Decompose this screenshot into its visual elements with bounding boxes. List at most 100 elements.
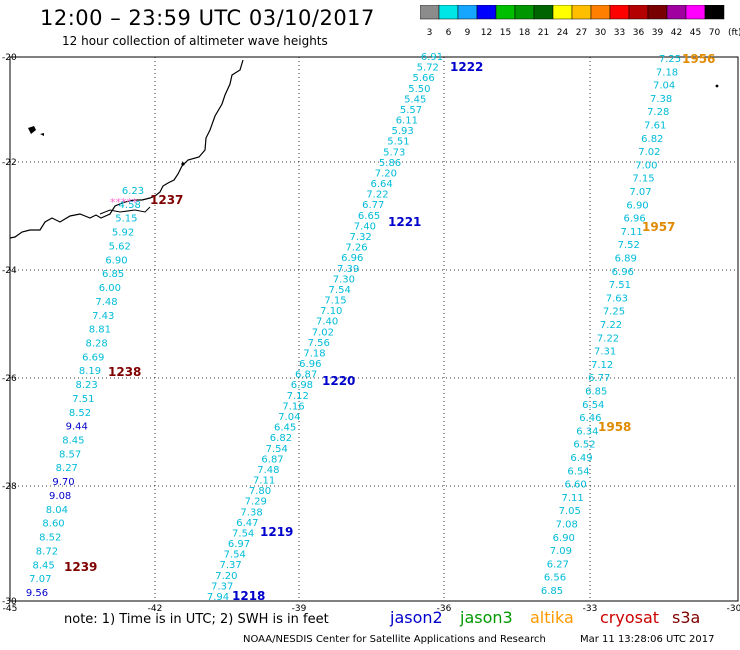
pass-time-label: 1956 (682, 52, 715, 66)
wave-height-value: 7.20 (375, 168, 397, 179)
coastline-bay (99, 206, 151, 215)
legend-tick-label: 3 (427, 28, 433, 38)
legend-tick-label: 9 (465, 28, 471, 38)
wave-height-value: 6.96 (341, 253, 363, 264)
wave-height-value: 7.25 (603, 307, 625, 318)
wave-height-value: 7.22 (600, 320, 622, 331)
wave-height-value: 7.39 (337, 264, 359, 275)
lon-tick-label: -42 (148, 604, 163, 614)
wave-height-value: 7.51 (72, 394, 94, 405)
wave-height-value: 6.56 (544, 573, 566, 584)
wave-height-value: 7.43 (92, 311, 114, 322)
pass-time-label: 1219 (260, 525, 293, 539)
legend-tick-label: 21 (538, 28, 549, 38)
wave-height-value: 5.51 (387, 137, 409, 148)
wave-height-value: 7.00 (635, 160, 657, 171)
wave-height-value: 7.54 (232, 528, 254, 539)
wave-height-value: 7.02 (638, 147, 660, 158)
wave-height-value: 6.96 (299, 359, 321, 370)
wave-height-value: 7.52 (618, 240, 640, 251)
wave-height-value: 7.80 (249, 486, 271, 497)
legend-unit: (ft) (728, 28, 740, 38)
wave-height-value: 7.15 (632, 174, 654, 185)
wave-height-value: 5.73 (383, 147, 405, 158)
wave-height-value: 7.54 (224, 550, 246, 561)
wave-height-value: 5.57 (400, 105, 422, 116)
wave-height-value: 7.48 (95, 297, 117, 308)
wave-height-value: 8.23 (76, 380, 98, 391)
wave-height-value: 6.91 (421, 52, 443, 63)
wave-height-value: 6.97 (228, 539, 250, 550)
wave-height-value: 6.82 (270, 433, 292, 444)
wave-height-value: 4.58 (119, 200, 141, 211)
satellite-name: altika (530, 608, 574, 627)
wave-height-value: 7.29 (245, 497, 267, 508)
satellite-name: s3a (672, 608, 701, 627)
wave-height-value: 8.28 (85, 338, 107, 349)
island (40, 133, 44, 136)
wave-height-value: 7.08 (556, 520, 578, 531)
legend-tick-label: 42 (671, 28, 682, 38)
wave-height-value: 7.07 (629, 187, 651, 198)
marker-stars: ***** (110, 196, 138, 209)
wave-height-value: 7.48 (257, 465, 279, 476)
lat-tick-label: -20 (2, 53, 17, 63)
wave-height-value: 8.60 (42, 519, 64, 530)
legend-tick-label: 30 (595, 28, 607, 38)
coastline (9, 59, 244, 239)
wave-height-value: 9.70 (52, 477, 74, 488)
wave-height-value: 7.10 (320, 306, 342, 317)
pass-time-label: 1238 (108, 365, 141, 379)
wave-height-value: 9.44 (66, 422, 88, 433)
wave-height-value: 8.72 (36, 546, 58, 557)
wave-height-value: 6.34 (576, 426, 598, 437)
legend-tick-label: 12 (481, 28, 492, 38)
wave-height-value: 9.08 (49, 491, 71, 502)
legend-tick-label: 27 (576, 28, 587, 38)
wave-height-value: 7.54 (329, 285, 351, 296)
wave-height-value: 7.30 (333, 274, 355, 285)
wave-height-value: 7.16 (282, 401, 304, 412)
wave-height-value: 6.11 (396, 116, 418, 127)
wave-height-value: 5.86 (379, 158, 401, 169)
lat-tick-label: -26 (2, 374, 17, 384)
wave-height-value: 6.27 (547, 559, 569, 570)
wave-height-value: 6.98 (291, 380, 313, 391)
wave-height-value: 7.11 (562, 493, 584, 504)
wave-height-value: 6.96 (623, 214, 645, 225)
map-frame (9, 56, 739, 602)
wave-height-value: 7.04 (278, 412, 300, 423)
wave-height-value: 5.15 (115, 214, 137, 225)
legend-swatch (704, 5, 725, 20)
wave-height-value: 6.23 (122, 186, 144, 197)
wave-height-value: 6.90 (626, 200, 648, 211)
pass-time-label: 1239 (64, 560, 97, 574)
wave-height-value: 6.77 (588, 373, 610, 384)
wave-height-value: 7.11 (621, 227, 643, 238)
satellite-name: jason2 (390, 608, 443, 627)
wave-height-value: 7.31 (594, 347, 616, 358)
wave-height-value: 6.69 (82, 352, 104, 363)
pass-time-label: 1957 (642, 220, 675, 234)
wave-height-value: 7.15 (324, 296, 346, 307)
wave-height-value: 6.46 (579, 413, 601, 424)
map-subtitle: 12 hour collection of altimeter wave hei… (62, 34, 328, 48)
wave-height-value: 7.51 (609, 280, 631, 291)
pass-time-labels: 1222 1221 1220 1219 1218 1956 1957 1958 1237 1238… (64, 52, 715, 603)
satellite-name: jason3 (460, 608, 513, 627)
pass-time-label: 1237 (150, 193, 183, 207)
wave-height-value: 8.52 (69, 408, 91, 419)
wave-height-value: 5.72 (417, 63, 439, 74)
island (715, 84, 719, 88)
lon-tick-label: -33 (583, 604, 598, 614)
legend-tick-label: 39 (652, 28, 664, 38)
lon-tick-label: -39 (292, 604, 307, 614)
wave-height-value: 5.66 (412, 73, 434, 84)
wave-height-value: 7.09 (550, 546, 572, 557)
wave-height-value: 6.85 (102, 269, 124, 280)
wave-height-value: 7.38 (650, 94, 672, 105)
lon-tick-label: -30 (727, 604, 740, 614)
wave-height-value: 5.92 (112, 228, 134, 239)
wave-height-value: 8.04 (46, 505, 68, 516)
